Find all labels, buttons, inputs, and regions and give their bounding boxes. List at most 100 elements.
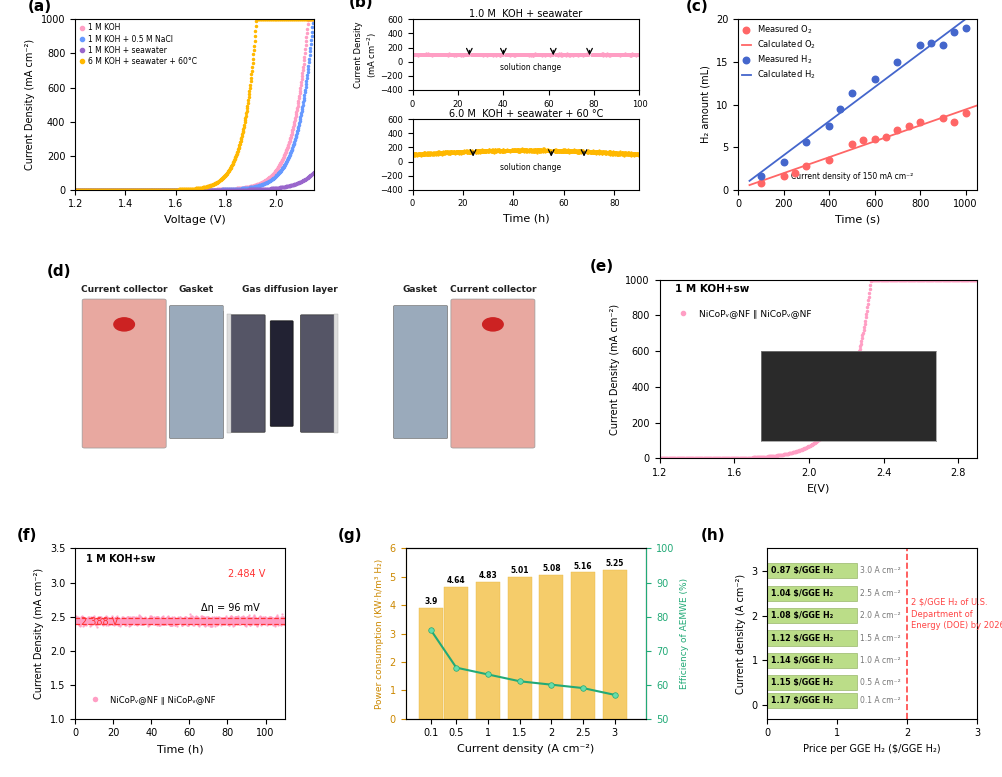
Bar — [768, 608, 857, 623]
NiCoPᵥ@NF ∥ NiCoPᵥ@NF — [866, 275, 878, 284]
Measured O$_2$ — [946, 115, 962, 127]
Legend: NiCoPᵥ@NF ∥ NiCoPᵥ@NF: NiCoPᵥ@NF ∥ NiCoPᵥ@NF — [83, 692, 219, 708]
Text: 5.08: 5.08 — [542, 564, 561, 573]
1 M KOH + 0.5 M NaCl — [209, 185, 221, 194]
X-axis label: Time (s): Time (s) — [835, 215, 880, 225]
1 M KOH + 0.5 M NaCl — [177, 185, 189, 194]
Line: NiCoPᵥ@NF ∥ NiCoPᵥ@NF: NiCoPᵥ@NF ∥ NiCoPᵥ@NF — [658, 279, 978, 459]
Measured O$_2$ — [901, 120, 917, 132]
Text: 5.01: 5.01 — [510, 566, 529, 575]
Text: 2.5 A cm⁻²: 2.5 A cm⁻² — [861, 589, 901, 598]
6 M KOH + seawater + 60°C — [248, 32, 261, 41]
X-axis label: Time (h): Time (h) — [503, 214, 549, 224]
NiCoPᵥ@NF ∥ NiCoPᵥ@NF — [735, 453, 747, 462]
NiCoPᵥ@NF ∥ NiCoPᵥ@NF — [653, 454, 665, 463]
Text: 1.08 $/GGE H₂: 1.08 $/GGE H₂ — [771, 611, 834, 620]
6 M KOH + seawater + 60°C — [228, 155, 240, 164]
NiCoPᵥ@NF ∥ NiCoPᵥ@NF — [893, 275, 905, 284]
FancyBboxPatch shape — [451, 299, 535, 448]
Y-axis label: Power consumption (KW·h/m³ H₂): Power consumption (KW·h/m³ H₂) — [375, 559, 384, 709]
Measured O$_2$ — [753, 176, 769, 189]
Line: 1 M KOH + 0.5 M NaCl: 1 M KOH + 0.5 M NaCl — [74, 19, 315, 190]
Measured O$_2$ — [867, 132, 883, 145]
Calculated O$_2$ — [753, 177, 765, 186]
X-axis label: Voltage (V): Voltage (V) — [163, 215, 225, 225]
NiCoPᵥ@NF ∥ NiCoPᵥ@NF — [709, 454, 721, 463]
Circle shape — [483, 318, 503, 331]
Text: Current collector: Current collector — [450, 284, 536, 294]
Title: 6.0 M  KOH + seawater + 60 °C: 6.0 M KOH + seawater + 60 °C — [449, 109, 603, 119]
Text: 0.1 A cm⁻²: 0.1 A cm⁻² — [861, 696, 901, 706]
Calculated O$_2$ — [971, 101, 983, 110]
NiCoPᵥ@NF ∥ NiCoPᵥ@NF — [971, 275, 983, 284]
Y-axis label: Current Density (mA cm⁻²): Current Density (mA cm⁻²) — [610, 304, 620, 434]
Text: (c): (c) — [685, 0, 708, 14]
Text: 1.14 $/GGE H₂: 1.14 $/GGE H₂ — [771, 656, 833, 665]
1 M KOH — [209, 185, 221, 194]
Measured H$_2$ — [867, 73, 883, 85]
Bar — [768, 563, 857, 579]
Text: 2.0 A cm⁻²: 2.0 A cm⁻² — [861, 611, 901, 620]
NiCoPᵥ@NF ∥ NiCoPᵥ@NF — [866, 275, 878, 284]
FancyBboxPatch shape — [228, 315, 266, 432]
Text: Current collector: Current collector — [81, 284, 167, 294]
Bar — [768, 693, 857, 709]
Text: 2.484 V: 2.484 V — [228, 570, 266, 580]
X-axis label: E(V): E(V) — [807, 484, 830, 493]
Calculated H$_2$ — [804, 131, 816, 140]
Bar — [508, 577, 532, 719]
Calculated O$_2$ — [952, 108, 964, 117]
6 M KOH + seawater + 60°C — [250, 15, 263, 24]
Text: 5.25: 5.25 — [605, 559, 624, 568]
Text: 0.5 A cm⁻²: 0.5 A cm⁻² — [861, 678, 901, 688]
Text: 1 M KOH+sw: 1 M KOH+sw — [675, 284, 749, 294]
Measured O$_2$ — [844, 138, 860, 150]
Title: 1.0 M  KOH + seawater: 1.0 M KOH + seawater — [469, 9, 583, 19]
Measured O$_2$ — [890, 124, 906, 136]
1 M KOH + seawater — [308, 167, 320, 176]
Line: 1 M KOH + seawater: 1 M KOH + seawater — [74, 171, 315, 190]
Measured O$_2$ — [787, 166, 803, 179]
FancyBboxPatch shape — [301, 315, 338, 432]
Calculated O$_2$ — [786, 166, 798, 175]
Measured H$_2$ — [753, 170, 769, 183]
1 M KOH + 0.5 M NaCl — [111, 185, 123, 194]
6 M KOH + seawater + 60°C — [177, 185, 189, 194]
Measured O$_2$ — [935, 112, 951, 124]
Y-axis label: H₂ amount (mL): H₂ amount (mL) — [700, 65, 710, 144]
Y-axis label: Current Density
(mA cm$^{-2}$): Current Density (mA cm$^{-2}$) — [355, 21, 379, 88]
Text: (f): (f) — [16, 528, 37, 543]
Text: 3.0 A cm⁻²: 3.0 A cm⁻² — [861, 566, 901, 576]
1 M KOH — [111, 185, 123, 194]
1 M KOH — [177, 185, 189, 194]
Measured H$_2$ — [833, 103, 849, 115]
Measured O$_2$ — [912, 117, 928, 129]
Calculated H$_2$ — [743, 176, 756, 186]
Text: (a): (a) — [27, 0, 51, 14]
Text: 1.5 A cm⁻²: 1.5 A cm⁻² — [861, 633, 901, 643]
Calculated H$_2$ — [758, 166, 770, 176]
Text: 1.12 $/GGE H₂: 1.12 $/GGE H₂ — [771, 633, 834, 643]
Text: 1.04 $/GGE H₂: 1.04 $/GGE H₂ — [771, 589, 833, 598]
Bar — [444, 587, 468, 719]
Calculated H$_2$ — [753, 169, 765, 179]
Measured H$_2$ — [924, 37, 940, 50]
Bar — [603, 570, 627, 719]
Calculated O$_2$ — [758, 176, 770, 185]
Calculated O$_2$ — [743, 180, 756, 190]
1 M KOH + 0.5 M NaCl — [228, 184, 240, 193]
1 M KOH + seawater — [69, 185, 81, 194]
Text: 2.388 V: 2.388 V — [81, 617, 119, 627]
X-axis label: Price per GGE H₂ ($/GGE H₂): Price per GGE H₂ ($/GGE H₂) — [804, 744, 941, 754]
NiCoPᵥ@NF ∥ NiCoPᵥ@NF — [841, 392, 853, 401]
1 M KOH + 0.5 M NaCl — [308, 15, 320, 24]
Measured O$_2$ — [958, 107, 974, 120]
1 M KOH + seawater — [228, 185, 240, 194]
Text: Gas diffusion layer: Gas diffusion layer — [242, 284, 338, 294]
1 M KOH + 0.5 M NaCl — [130, 185, 142, 194]
6 M KOH + seawater + 60°C — [111, 185, 123, 194]
Text: 4.83: 4.83 — [479, 571, 497, 580]
Measured O$_2$ — [856, 134, 872, 147]
Measured H$_2$ — [935, 39, 951, 51]
1 M KOH — [228, 184, 240, 193]
